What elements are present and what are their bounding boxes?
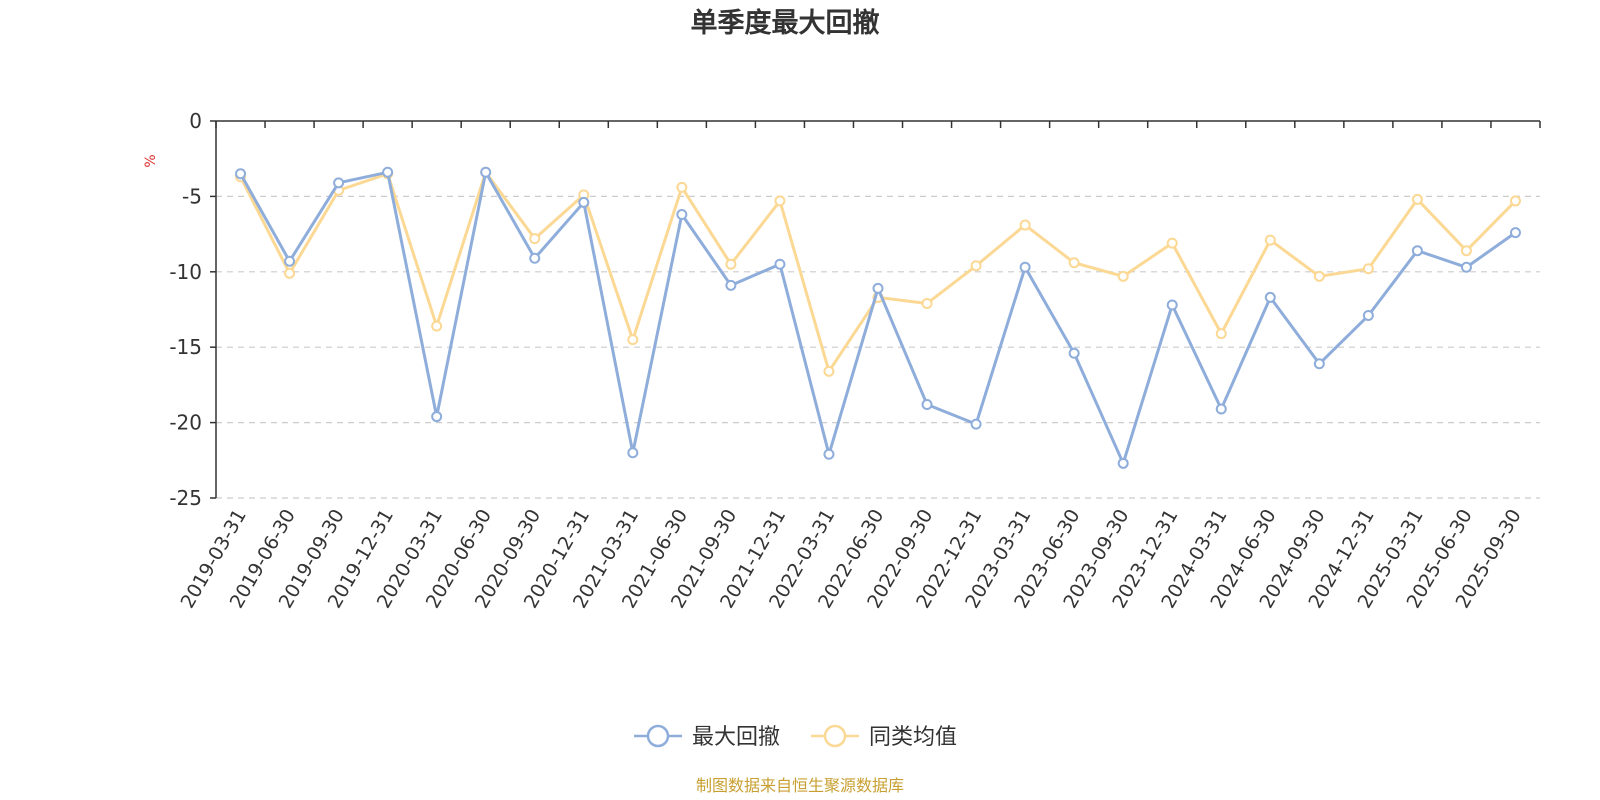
legend-item-peer-average[interactable]: 同类均值 xyxy=(811,724,957,750)
series-0 xyxy=(235,166,1521,469)
series-0-point-20 xyxy=(1215,403,1227,415)
series-1-point-12 xyxy=(823,365,835,377)
legend-marker-max-drawdown xyxy=(646,724,670,748)
series-0-point-18 xyxy=(1117,457,1129,469)
series-0-point-17 xyxy=(1068,347,1080,359)
chart-title: 单季度最大回撤 xyxy=(691,7,880,39)
y-tick-label-4: -20 xyxy=(169,411,202,435)
series-0-point-13 xyxy=(872,282,884,294)
series-1-point-17 xyxy=(1068,257,1080,269)
series-0-point-10 xyxy=(725,279,737,291)
y-tick-label-1: -5 xyxy=(182,184,202,208)
series-0-point-6 xyxy=(529,252,541,264)
series-1-point-14 xyxy=(921,297,933,309)
series-1-point-8 xyxy=(627,334,639,346)
series-0-point-21 xyxy=(1264,291,1276,303)
legend-marker-peer-average xyxy=(823,724,847,748)
series-0-point-4 xyxy=(431,411,443,423)
series-0-point-19 xyxy=(1166,299,1178,311)
series xyxy=(235,166,1521,469)
series-0-point-5 xyxy=(480,166,492,178)
legend-label-max-drawdown: 最大回撤 xyxy=(692,725,780,750)
series-1-point-1 xyxy=(284,267,296,279)
series-1-point-18 xyxy=(1117,270,1129,282)
series-0-point-7 xyxy=(578,196,590,208)
series-1-point-20 xyxy=(1215,328,1227,340)
legend-item-max-drawdown[interactable]: 最大回撤 xyxy=(634,724,780,750)
axes xyxy=(210,120,1541,499)
series-1-point-21 xyxy=(1264,234,1276,246)
series-0-point-25 xyxy=(1460,261,1472,273)
y-tick-label-2: -10 xyxy=(169,260,202,284)
series-0-point-9 xyxy=(676,208,688,220)
series-0-point-1 xyxy=(284,255,296,267)
y-tick-labels: 0 -5 -10 -15 -20 -25 xyxy=(169,109,202,510)
series-1-point-9 xyxy=(676,181,688,193)
legend-label-peer-average: 同类均值 xyxy=(869,725,957,750)
series-0-point-3 xyxy=(382,166,394,178)
series-1-point-26 xyxy=(1509,195,1521,207)
series-0-point-2 xyxy=(333,177,345,189)
y-tick-label-0: 0 xyxy=(189,109,202,133)
series-1-point-22 xyxy=(1313,270,1325,282)
series-1-point-19 xyxy=(1166,237,1178,249)
y-axis-unit: % xyxy=(143,154,159,167)
series-1-point-23 xyxy=(1362,263,1374,275)
series-0-point-12 xyxy=(823,448,835,460)
x-tick-labels: 2019-03-312019-06-302019-09-302019-12-31… xyxy=(177,505,1526,612)
series-1-point-24 xyxy=(1411,193,1423,205)
y-tick-label-5: -25 xyxy=(169,486,202,510)
legend[interactable]: 最大回撤 同类均值 xyxy=(634,724,957,750)
series-1-point-25 xyxy=(1460,245,1472,257)
series-0-point-8 xyxy=(627,447,639,459)
grid-lines xyxy=(216,195,1540,499)
series-0-point-22 xyxy=(1313,358,1325,370)
series-0-point-26 xyxy=(1509,227,1521,239)
series-0-point-0 xyxy=(235,168,247,180)
series-1-point-10 xyxy=(725,258,737,270)
series-line-0 xyxy=(239,170,1517,465)
series-0-point-23 xyxy=(1362,310,1374,322)
series-1-point-16 xyxy=(1019,219,1031,231)
series-0-point-14 xyxy=(921,399,933,411)
series-0-point-15 xyxy=(970,418,982,430)
y-tick-label-3: -15 xyxy=(169,335,202,359)
series-0-point-24 xyxy=(1411,245,1423,257)
series-1-point-4 xyxy=(431,320,443,332)
series-0-point-16 xyxy=(1019,261,1031,273)
series-1-point-6 xyxy=(529,233,541,245)
series-1-point-15 xyxy=(970,260,982,272)
series-1-point-11 xyxy=(774,195,786,207)
series-0-point-11 xyxy=(774,258,786,270)
data-source-note: 制图数据来自恒生聚源数据库 xyxy=(696,776,904,795)
